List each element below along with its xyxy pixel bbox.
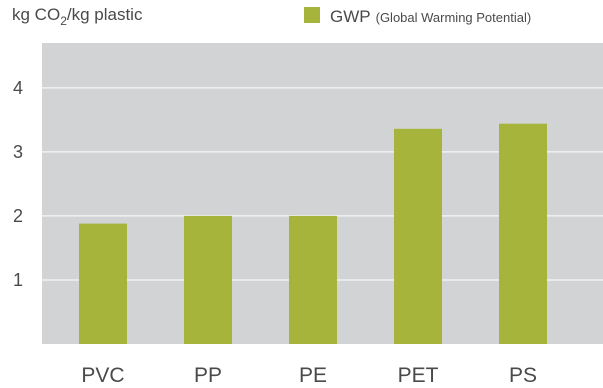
y-axis-label-prefix: kg CO	[12, 5, 60, 24]
bar-pe	[289, 215, 337, 344]
legend: GWP (Global Warming Potential)	[304, 7, 531, 26]
bar-pet	[394, 128, 442, 344]
y-tick-label-3: 3	[13, 142, 23, 162]
bars	[79, 123, 547, 344]
y-axis-label: kg CO2/kg plastic	[12, 5, 143, 28]
y-tick-labels: 1 2 3 4	[13, 78, 23, 290]
y-tick-label-2: 2	[13, 206, 23, 226]
legend-detail: (Global Warming Potential)	[376, 10, 532, 25]
y-axis-label-suffix: /kg plastic	[67, 5, 143, 24]
legend-name: GWP	[330, 7, 371, 26]
y-axis-label-subscript: 2	[60, 14, 67, 28]
legend-text: GWP (Global Warming Potential)	[330, 7, 531, 26]
bar-pp	[184, 215, 232, 344]
bar-ps	[499, 123, 547, 344]
y-tick-label-1: 1	[13, 270, 23, 290]
legend-swatch	[304, 7, 320, 23]
category-label-pvc: PVC	[81, 364, 124, 387]
category-label-pp: PP	[194, 364, 222, 387]
category-label-ps: PS	[509, 364, 537, 387]
category-label-pe: PE	[299, 364, 327, 387]
bar-pvc	[79, 223, 127, 344]
category-label-pet: PET	[398, 364, 439, 387]
y-tick-label-4: 4	[13, 78, 23, 98]
category-labels: PVC PP PE PET PS	[81, 364, 537, 387]
